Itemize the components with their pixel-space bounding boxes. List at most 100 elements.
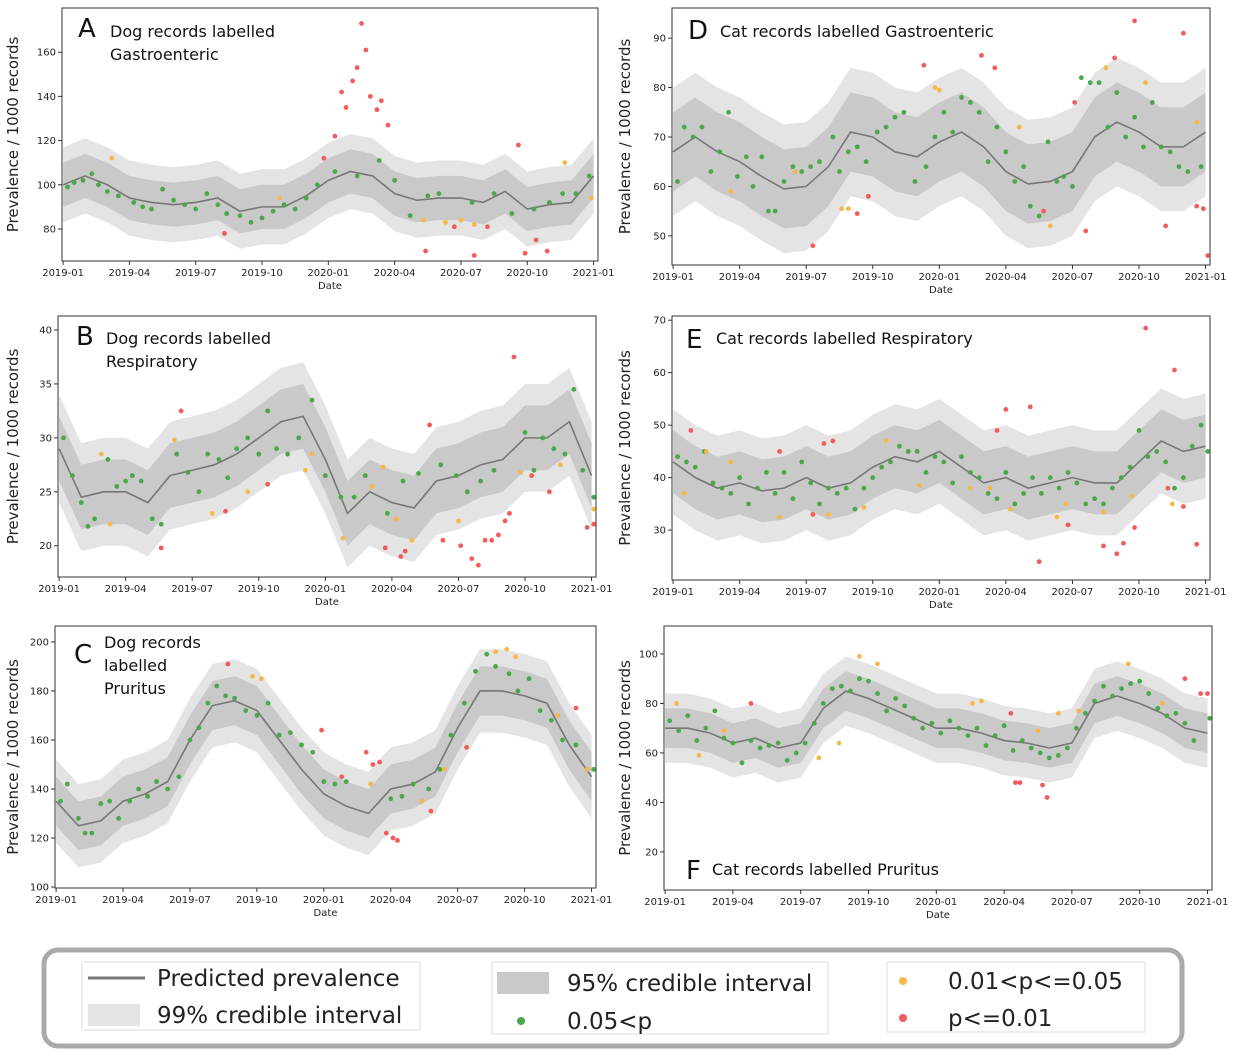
point xyxy=(115,193,121,199)
point xyxy=(165,786,171,792)
point xyxy=(158,521,164,527)
point xyxy=(107,521,113,527)
x-tick-label: 2020-07 xyxy=(1051,897,1093,908)
point xyxy=(588,195,594,201)
point xyxy=(1019,738,1025,743)
axes-frame xyxy=(54,625,597,889)
point xyxy=(1012,179,1018,184)
point xyxy=(994,124,1000,130)
x-tick-label: 2020-10 xyxy=(1119,897,1161,908)
point xyxy=(382,545,388,551)
point xyxy=(489,537,495,543)
point xyxy=(428,808,434,814)
panel: 30 40 50 60 70 2019-01 2019-04 2019-07 2019-10 20… xyxy=(616,315,1226,611)
point xyxy=(321,155,327,161)
point xyxy=(351,494,357,500)
point xyxy=(748,701,754,706)
point xyxy=(1118,475,1124,481)
x-tick-label: 2019-10 xyxy=(238,584,280,595)
point xyxy=(464,744,470,750)
point xyxy=(1129,493,1135,499)
point xyxy=(160,186,165,192)
point xyxy=(232,695,237,701)
y-tick-label: 20 xyxy=(645,847,658,858)
point xyxy=(1205,449,1211,454)
point xyxy=(826,485,831,491)
legend-label: Predicted prevalence xyxy=(157,966,400,992)
point xyxy=(385,510,390,516)
legend-swatch xyxy=(899,1014,907,1022)
point xyxy=(994,496,1000,502)
x-tick-label: 2020-01 xyxy=(303,895,345,906)
point xyxy=(1083,710,1088,716)
point xyxy=(911,715,917,721)
point xyxy=(1038,490,1044,496)
point xyxy=(225,661,231,667)
point xyxy=(196,725,202,731)
point xyxy=(959,95,964,100)
y-tick-label: 40 xyxy=(653,473,666,484)
point xyxy=(96,182,101,188)
point xyxy=(277,195,283,201)
point xyxy=(1021,164,1027,170)
point xyxy=(123,478,129,484)
predicted-line xyxy=(672,439,1206,492)
point xyxy=(1198,691,1204,696)
point xyxy=(792,169,798,174)
point xyxy=(332,781,338,787)
point xyxy=(259,215,265,221)
point xyxy=(370,762,376,767)
point xyxy=(1003,470,1009,475)
point xyxy=(78,500,84,505)
x-tick-label: 2019-10 xyxy=(241,268,283,279)
point xyxy=(1078,75,1084,81)
point xyxy=(1065,522,1071,528)
x-axis-label: Date xyxy=(315,597,339,608)
x-tick-label: 2020-04 xyxy=(374,268,416,279)
point xyxy=(1044,795,1050,800)
point xyxy=(409,537,415,543)
point xyxy=(92,516,98,522)
point xyxy=(1054,514,1060,520)
predicted-line xyxy=(55,690,593,827)
point xyxy=(1047,223,1053,229)
panel-letter: F xyxy=(686,856,701,886)
panel-letter: E xyxy=(686,325,703,355)
point xyxy=(1198,422,1204,428)
point xyxy=(573,191,579,197)
point xyxy=(784,757,790,763)
point xyxy=(1173,710,1179,716)
point xyxy=(383,830,389,836)
predicted-line xyxy=(62,170,595,213)
point xyxy=(721,735,727,741)
point xyxy=(573,705,579,711)
point xyxy=(1061,174,1066,179)
point xyxy=(1194,119,1200,125)
point xyxy=(1146,691,1152,696)
point xyxy=(1092,496,1098,502)
point xyxy=(1074,725,1079,731)
point xyxy=(1012,780,1018,786)
point xyxy=(322,473,328,479)
x-tick-label: 2019-10 xyxy=(848,897,890,908)
predicted-line xyxy=(672,121,1207,190)
point xyxy=(1180,30,1186,36)
y-tick-label: 200 xyxy=(30,637,49,648)
point xyxy=(688,428,694,433)
point xyxy=(1136,428,1142,433)
point xyxy=(777,449,782,454)
point xyxy=(861,485,867,491)
panel: 50 60 70 80 90 2019-01 2019-04 2019-07 2019-10 20… xyxy=(616,7,1226,296)
point xyxy=(1012,501,1018,507)
point xyxy=(374,107,380,113)
point xyxy=(338,494,344,500)
point xyxy=(1101,501,1106,507)
point xyxy=(938,730,944,736)
point xyxy=(852,506,858,512)
y-tick-label: 80 xyxy=(653,83,666,94)
point xyxy=(1172,485,1177,491)
point xyxy=(728,459,734,465)
point xyxy=(914,449,920,454)
point xyxy=(114,484,120,489)
point xyxy=(1159,701,1165,706)
